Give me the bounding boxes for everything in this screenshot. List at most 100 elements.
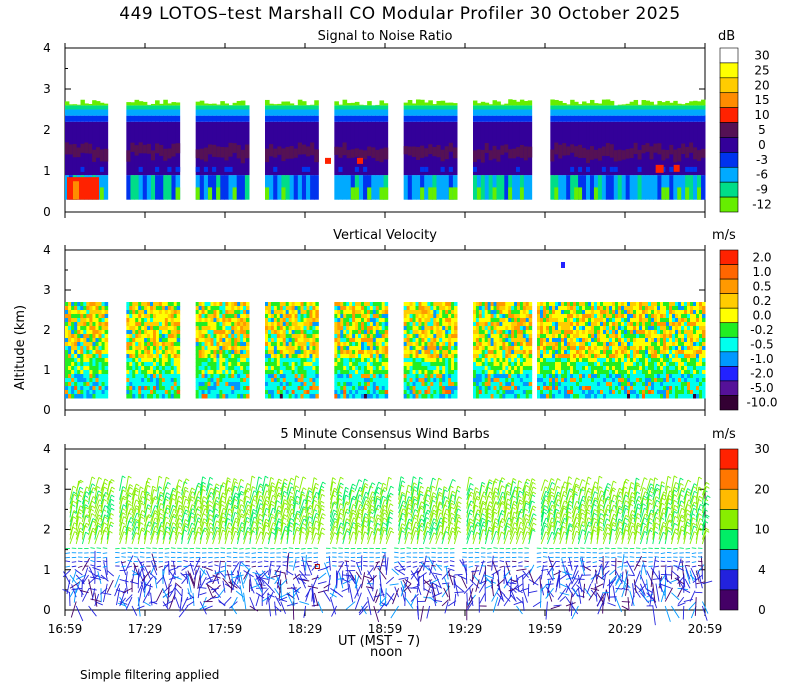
snr-cell	[621, 105, 627, 110]
snr-cell	[689, 166, 694, 172]
vv-cell	[147, 338, 151, 343]
vv-cell	[403, 394, 408, 399]
snr-cell	[310, 105, 315, 110]
vv-cell	[315, 334, 319, 339]
vv-cell	[517, 342, 521, 347]
snr-colorbar-swatch	[719, 122, 739, 138]
vv-cell	[77, 330, 81, 335]
vv-cell	[570, 338, 574, 343]
vv-cell	[540, 382, 544, 387]
vv-cell	[549, 382, 553, 387]
snr-cell	[142, 105, 148, 110]
vv-cell	[237, 350, 241, 355]
snr-cell	[203, 103, 209, 106]
vv-cell	[65, 322, 69, 327]
vv-cell	[92, 358, 96, 363]
vv-colorbar-label: -1.0	[750, 352, 773, 366]
snr-cell	[167, 109, 172, 116]
snr-cell	[582, 175, 587, 200]
vv-cell	[144, 310, 148, 315]
snr-cell	[508, 99, 513, 106]
vv-cell	[349, 394, 353, 399]
vv-cell	[384, 354, 389, 359]
snr-cell	[689, 101, 694, 106]
vv-cell	[68, 342, 72, 347]
vv-cell	[561, 386, 565, 391]
vv-cell	[451, 358, 455, 363]
vv-cell	[234, 354, 238, 359]
vv-cell	[528, 350, 533, 355]
vv-cell	[294, 378, 299, 383]
vv-cell	[537, 330, 541, 335]
vv-cell	[363, 350, 368, 355]
vv-cell	[228, 370, 232, 375]
vv-cell	[155, 390, 160, 395]
vv-cell	[609, 346, 613, 351]
vv-cell	[624, 346, 628, 351]
vv-cell	[315, 382, 319, 387]
vv-cell	[537, 394, 541, 399]
vv-cell	[161, 310, 166, 315]
snr-cell	[155, 105, 160, 110]
vv-cell	[198, 338, 203, 343]
vv-cell	[487, 394, 492, 399]
vv-cell	[597, 354, 601, 359]
snr-cell	[677, 115, 682, 122]
snr-cell	[134, 99, 140, 106]
vv-cell	[564, 378, 568, 383]
vv-cell	[490, 330, 495, 335]
vv-cell	[618, 322, 622, 327]
vv-cell	[585, 386, 589, 391]
vv-cell	[552, 374, 556, 379]
snr-cell	[310, 175, 315, 200]
vv-cell	[158, 322, 163, 327]
vv-cell	[101, 310, 106, 315]
snr-cell	[570, 105, 575, 110]
snr-colorbar-label: 5	[758, 123, 766, 137]
snr-cell	[367, 187, 372, 200]
vv-cell	[74, 378, 78, 383]
vv-cell	[473, 354, 477, 359]
snr-cell	[244, 105, 250, 110]
vv-cell	[77, 338, 81, 343]
vv-cell	[606, 302, 610, 307]
vv-cell	[77, 346, 81, 351]
vv-cell	[424, 386, 428, 391]
vv-cell	[576, 386, 580, 391]
vv-cell	[95, 366, 100, 371]
vv-cell	[487, 334, 492, 339]
vv-cell	[519, 306, 524, 311]
snr-cell	[697, 109, 702, 116]
vv-cell	[309, 366, 313, 371]
wind-colorbar-swatch	[719, 468, 739, 490]
snr-cell	[428, 105, 433, 110]
vv-cell	[132, 374, 136, 379]
vv-cell	[484, 338, 489, 343]
snr-cell	[593, 121, 599, 176]
vv-cell	[71, 370, 75, 375]
vv-cell	[427, 346, 431, 351]
vv-cell	[636, 394, 640, 399]
vv-cell	[155, 342, 160, 347]
vv-cell	[473, 374, 477, 379]
vv-cell	[615, 350, 619, 355]
vv-cell	[288, 382, 293, 387]
vv-cell	[101, 382, 106, 387]
vv-cell	[481, 374, 486, 379]
snr-cell	[203, 147, 209, 162]
vv-cell	[636, 310, 640, 315]
vv-cell	[126, 318, 130, 323]
snr-cell	[550, 149, 555, 162]
vv-cell	[618, 374, 622, 379]
vv-cell	[334, 382, 338, 387]
snr-cell	[297, 109, 303, 116]
vv-cell	[412, 338, 417, 343]
vv-cell	[231, 358, 235, 363]
vv-cell	[65, 342, 69, 347]
snr-cell	[527, 100, 533, 106]
vv-cell	[285, 390, 290, 395]
vv-cell	[231, 350, 235, 355]
vv-cell	[349, 378, 353, 383]
vv-cell	[609, 318, 613, 323]
vv-cell	[609, 350, 613, 355]
